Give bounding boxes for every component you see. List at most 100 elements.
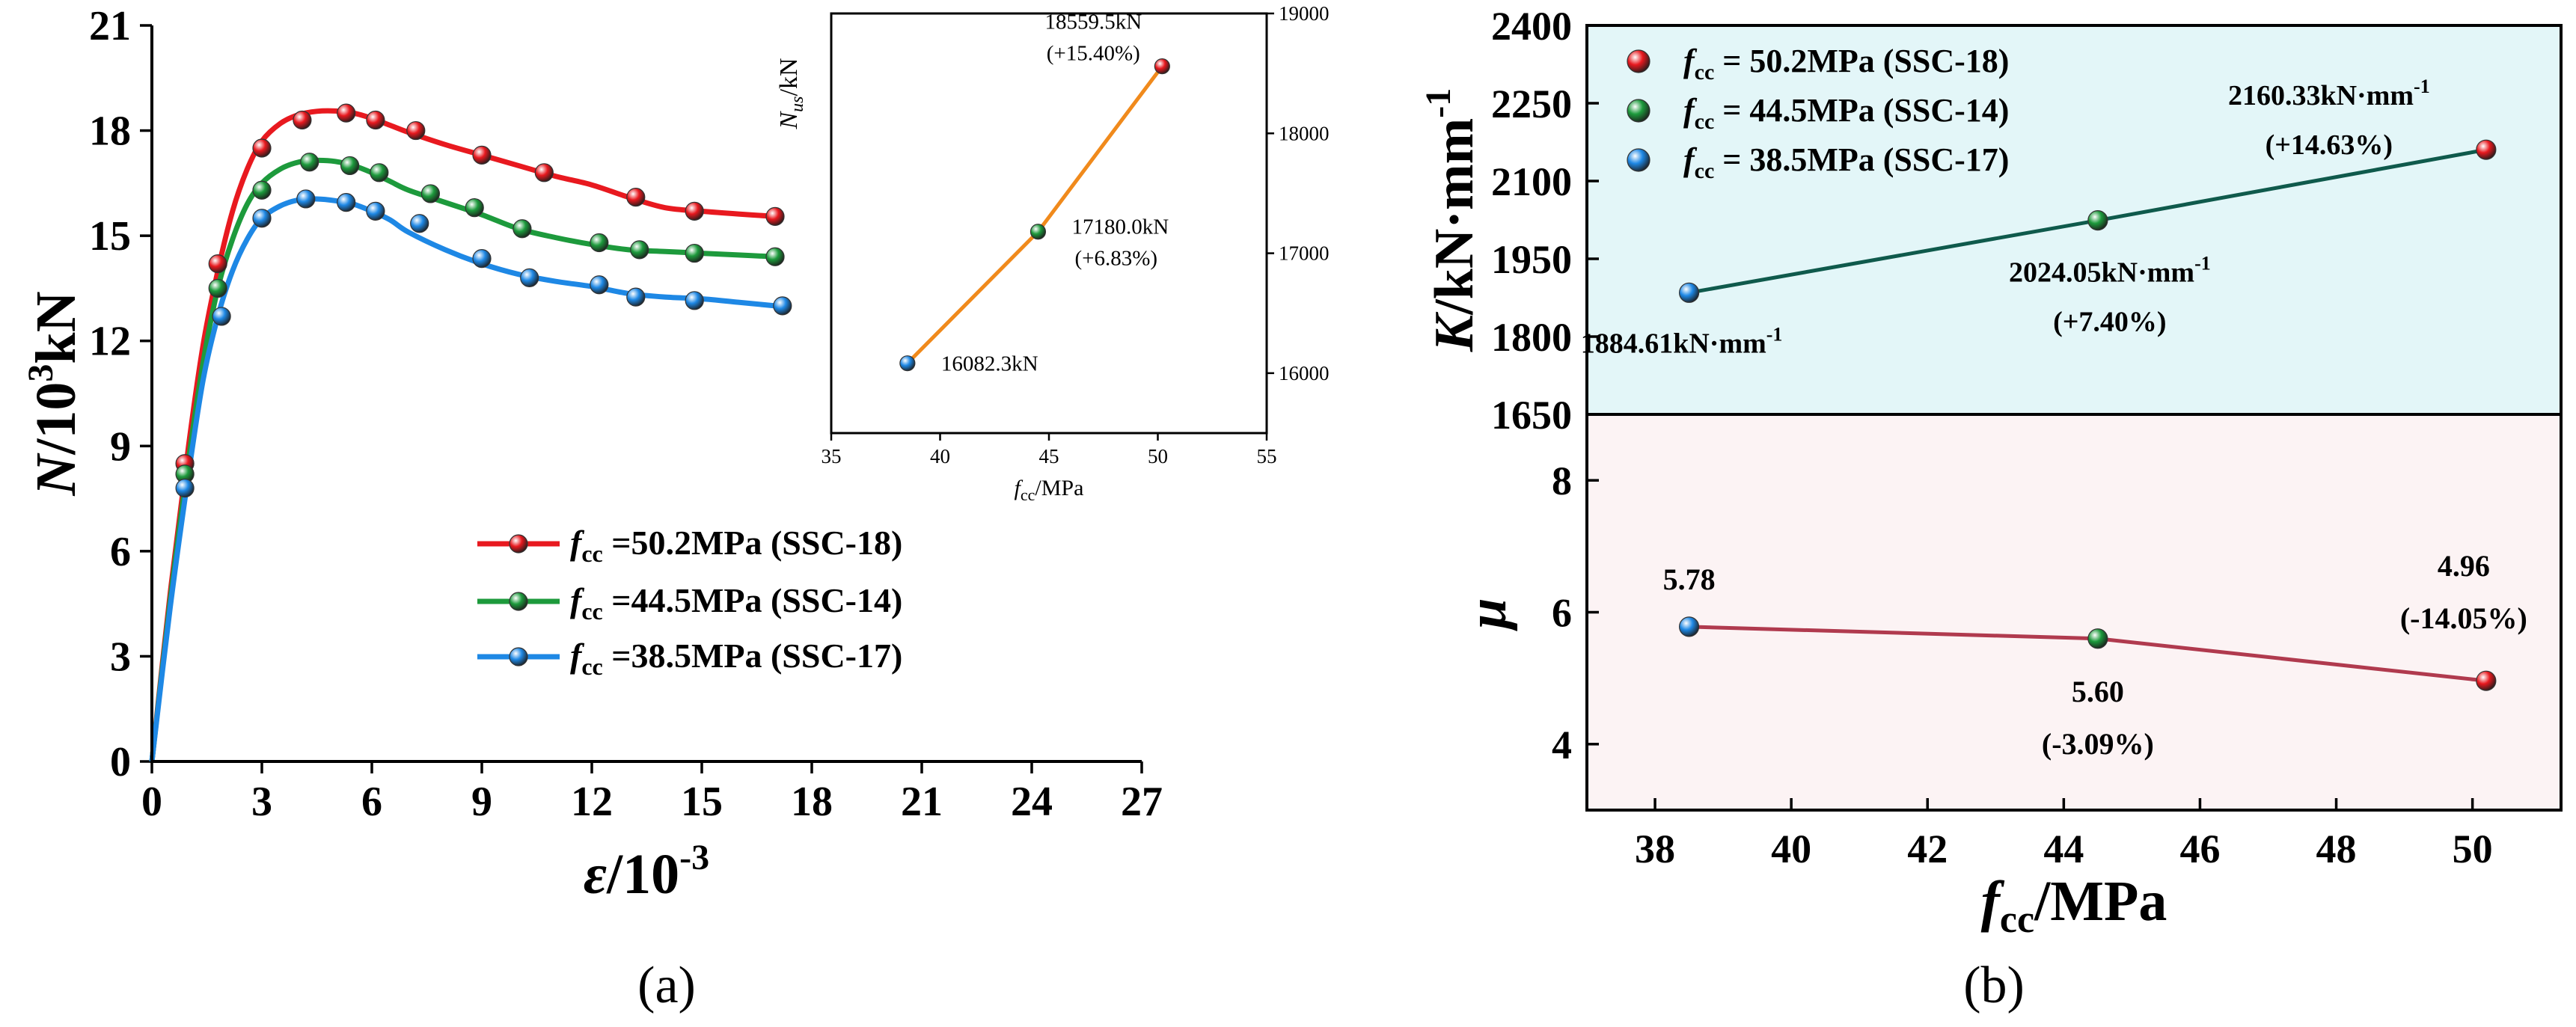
series-marker-2: [366, 201, 385, 221]
x-tick-label: 15: [681, 779, 723, 825]
legend-marker: [509, 534, 528, 554]
inset-y-tick-label: 17000: [1279, 242, 1330, 265]
panel-a-xlabel: ε/10-3: [584, 838, 709, 906]
x-tick-label: 24: [1011, 779, 1053, 825]
legend-f: f: [1683, 43, 1698, 79]
legend-marker: [509, 647, 528, 666]
y-tick-label: 12: [89, 319, 131, 365]
inset-point-percent: (+6.83%): [1074, 247, 1157, 271]
x-tick-label: 38: [1635, 827, 1675, 871]
ductility-percent: (-14.05%): [2400, 601, 2527, 635]
y-tick-label: 3: [110, 634, 131, 680]
inset-x-tick-label: 50: [1148, 445, 1168, 467]
legend-sub: cc: [581, 540, 602, 567]
y-tick-label: 6: [110, 529, 131, 575]
panel-b-top-background: [1587, 25, 2561, 414]
y-tick-label: 21: [89, 3, 131, 49]
x-tick-label: 27: [1121, 779, 1163, 825]
stiffness-point: [2476, 139, 2497, 160]
series-marker-1: [208, 278, 227, 298]
stiffness-label: 2024.05kN·mm-1: [2009, 253, 2211, 289]
legend-entry: fcc = 44.5MPa (SSC-14): [1683, 92, 2009, 134]
inset-point: [1154, 58, 1170, 75]
x-tick-label: 44: [2043, 827, 2084, 871]
series-marker-1: [420, 184, 441, 203]
inset-point-label: 17180.0kN: [1071, 215, 1169, 239]
stiffness-unit-sup: -1: [2194, 253, 2211, 275]
bottom-y-tick-label: 6: [1552, 591, 1572, 636]
series-marker-2: [212, 307, 231, 326]
legend-entry: fcc =50.2MPa (SSC-18): [570, 524, 902, 567]
ductility-label: 5.78: [1663, 562, 1716, 596]
series-marker-0: [685, 201, 704, 221]
top-y-tick-label: 1650: [1491, 393, 1572, 438]
legend-sub: cc: [1695, 109, 1715, 134]
legend-entry: fcc =44.5MPa (SSC-14): [570, 581, 902, 625]
legend-sub: cc: [1695, 60, 1715, 85]
top-y-tick-label: 2100: [1491, 159, 1572, 204]
series-marker-0: [337, 103, 356, 123]
stiffness-unit-sup: -1: [1766, 323, 1783, 345]
inset-x-tick-label: 45: [1039, 445, 1059, 467]
x-tick-label: 48: [2316, 827, 2357, 871]
legend-marker: [1627, 49, 1650, 73]
series-marker-0: [472, 145, 492, 165]
legend-text: = 44.5MPa (SSC-14): [1714, 92, 2009, 129]
panel-b-bottom-ylabel: μ: [1457, 598, 1518, 631]
stiffness-value: 2160.33kN·mm: [2228, 80, 2414, 111]
bottom-y-tick-label: 4: [1552, 723, 1572, 767]
stiffness-unit-sup: -1: [2414, 76, 2430, 97]
series-marker-0: [534, 163, 554, 183]
legend-text: = 38.5MPa (SSC-17): [1714, 141, 2009, 178]
legend-text: =44.5MPa (SSC-14): [603, 581, 903, 619]
inset-y-tick-label: 19000: [1279, 2, 1330, 25]
series-marker-1: [252, 180, 272, 200]
series-marker-2: [175, 478, 195, 498]
panel-a-label: (a): [637, 957, 696, 1014]
series-marker-0: [626, 188, 646, 207]
panel-b-label: (b): [1963, 957, 2025, 1014]
legend-text: =50.2MPa (SSC-18): [603, 524, 903, 562]
inset-y-tick-label: 18000: [1279, 122, 1330, 144]
series-marker-0: [252, 138, 272, 158]
inset-ylabel: Nus/kN: [775, 58, 807, 129]
x-tick-label: 42: [1907, 827, 1948, 871]
series-marker-2: [773, 296, 792, 316]
stiffness-value: 2024.05kN·mm: [2009, 257, 2194, 289]
ductility-point: [1678, 616, 1700, 637]
legend-f: f: [570, 637, 585, 675]
series-marker-2: [252, 209, 272, 228]
y-tick-label: 15: [89, 213, 131, 260]
series-marker-1: [765, 247, 785, 266]
panel-b-legend: fcc = 50.2MPa (SSC-18)fcc = 44.5MPa (SSC…: [1627, 43, 2009, 183]
x-tick-label: 12: [571, 779, 613, 825]
ductility-point: [2087, 628, 2108, 649]
legend-marker: [1627, 99, 1650, 123]
panel-a-inset: 35 40 45 50 55 16000 17000 18000 19000 16082.3kN…: [775, 2, 1330, 504]
legend-f: f: [1683, 141, 1698, 178]
legend-sub: cc: [581, 653, 602, 680]
series-marker-1: [590, 233, 609, 253]
stiffness-value: 1884.61kN·mm: [1581, 328, 1766, 359]
stiffness-label: 2160.33kN·mm-1: [2228, 76, 2430, 111]
ductility-percent: (-3.09%): [2042, 727, 2154, 761]
x-tick-label: 40: [1771, 827, 1811, 871]
stiffness-percent: (+7.40%): [2053, 307, 2166, 338]
legend-f: f: [570, 581, 585, 619]
inset-y-tick-label: 16000: [1279, 362, 1330, 384]
series-marker-2: [685, 291, 704, 310]
x-tick-label: 21: [901, 779, 943, 825]
bottom-y-tick-label: 8: [1552, 459, 1572, 503]
series-marker-0: [293, 110, 312, 130]
x-tick-label: 6: [361, 779, 382, 825]
series-marker-0: [366, 110, 385, 130]
inset-point: [899, 355, 916, 372]
ductility-label: 5.60: [2072, 675, 2124, 708]
x-tick-label: 9: [471, 779, 492, 825]
series-marker-1: [370, 163, 389, 183]
legend-sub: cc: [1695, 159, 1715, 183]
series-marker-0: [406, 120, 426, 141]
legend-marker: [1627, 148, 1650, 172]
